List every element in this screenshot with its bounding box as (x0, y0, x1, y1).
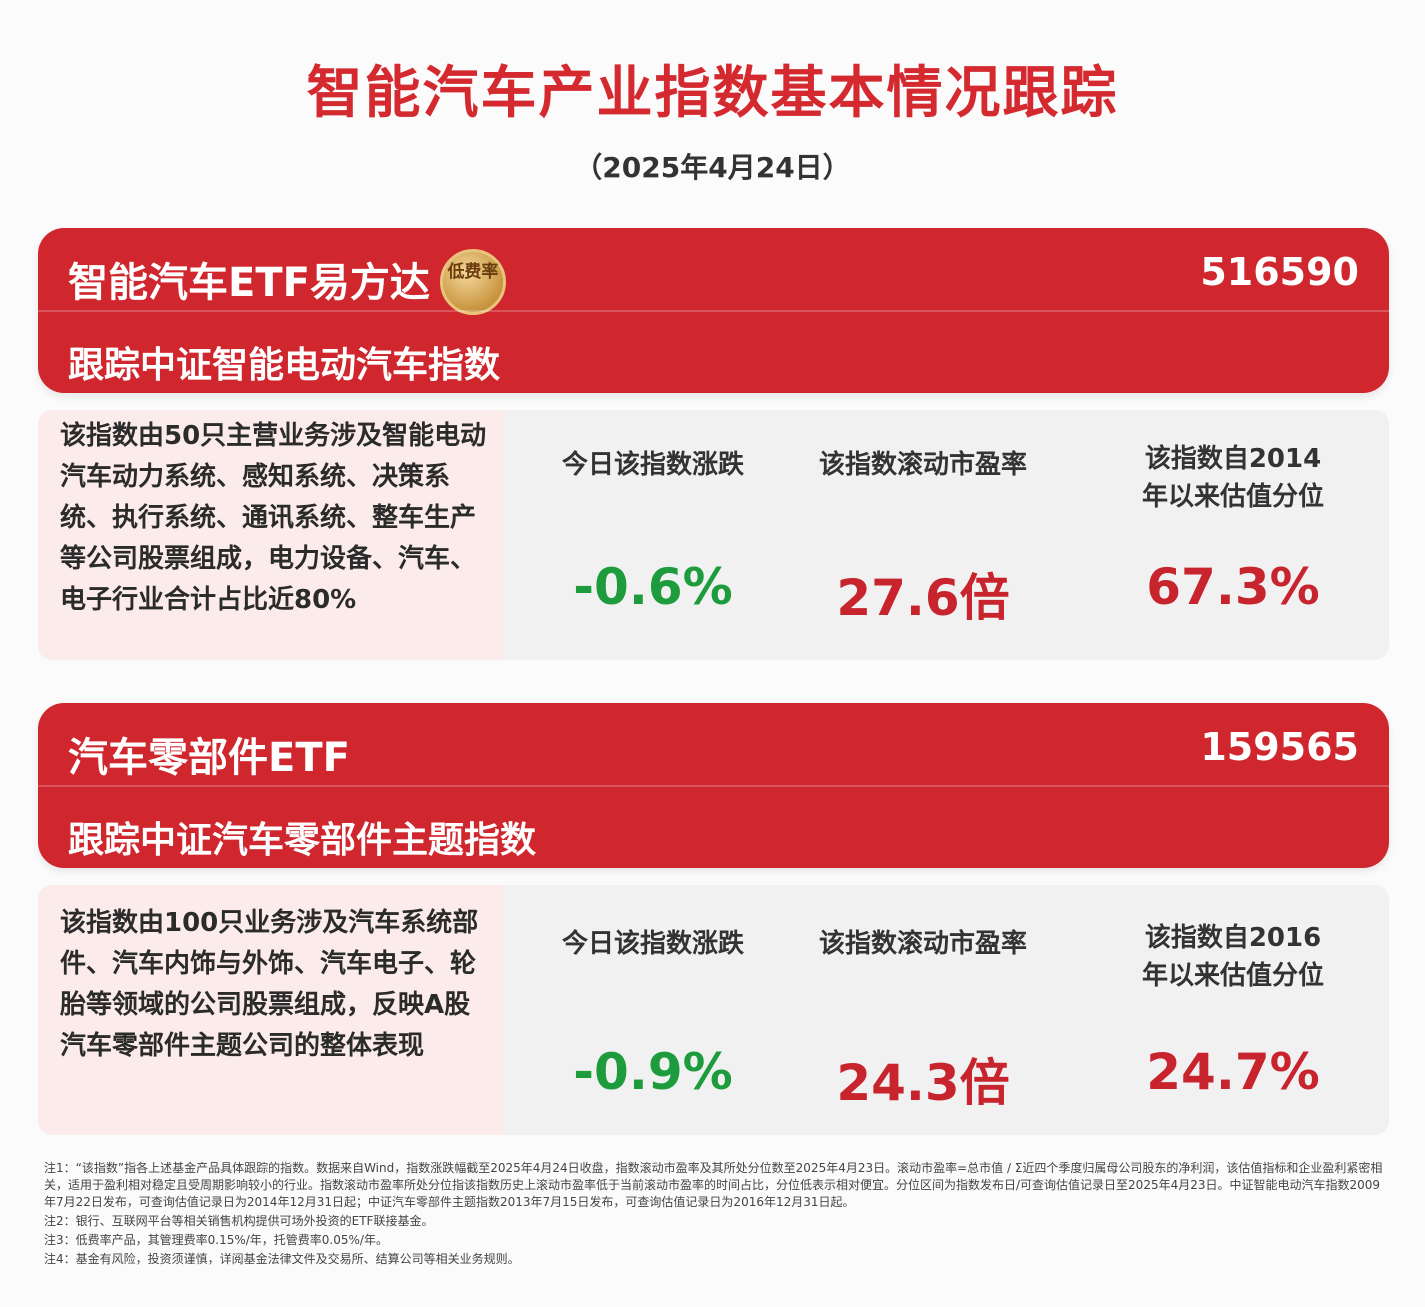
fund-code: 516590 (1200, 250, 1359, 294)
footnote-2: 注2：银行、互联网平台等相关销售机构提供可场外投资的ETF联接基金。 (44, 1214, 434, 1228)
low-fee-badge-icon: 低费率 (439, 249, 506, 315)
header-divider (38, 785, 1389, 787)
metric-label: 该指数滚动市盈率 (818, 450, 1027, 480)
fund-name: 汽车零部件ETF (68, 735, 350, 781)
report-date: （2025年4月24日） (574, 151, 851, 184)
metric-label: 该指数自2014年以来估值分位 (1141, 444, 1324, 512)
metric-label: 该指数自2016年以来估值分位 (1141, 923, 1324, 991)
footnote-4: 注4：基金有风险，投资须谨慎，详阅基金法律文件及交易所、结算公司等相关业务规则。 (44, 1252, 520, 1266)
fund-header: 汽车零部件ETF 159565 跟踪中证汽车零部件主题指数 (38, 703, 1389, 868)
footnotes: 注1：“该指数”指各上述基金产品具体跟踪的指数。数据来自Wind，指数涨跌幅截至… (44, 1160, 1384, 1270)
metric-label: 今日该指数涨跌 (561, 450, 744, 480)
fund-header: 智能汽车ETF易方达 低费率 516590 跟踪中证智能电动汽车指数 (38, 228, 1389, 393)
metric-daily-change: 今日该指数涨跌 -0.6% (508, 410, 798, 660)
metric-value: 27.6倍 (836, 569, 1010, 627)
fund-body: 该指数由100只业务涉及汽车系统部件、汽车内饰与外饰、汽车电子、轮胎等领域的公司… (38, 885, 1389, 1135)
footnote-1: 注1：“该指数”指各上述基金产品具体跟踪的指数。数据来自Wind，指数涨跌幅截至… (44, 1161, 1383, 1209)
tracking-index: 跟踪中证汽车零部件主题指数 (68, 820, 537, 861)
metric-label: 今日该指数涨跌 (561, 929, 744, 959)
header-divider (38, 310, 1389, 312)
fund-body: 该指数由50只主营业务涉及智能电动汽车动力系统、感知系统、决策系统、执行系统、通… (38, 410, 1389, 660)
metric-valuation-percentile: 该指数自2016年以来估值分位 24.7% (1088, 885, 1378, 1135)
metric-label: 该指数滚动市盈率 (818, 929, 1027, 959)
fund-name-row: 智能汽车ETF易方达 低费率 (68, 249, 506, 315)
page-title: 智能汽车产业指数基本情况跟踪 (306, 61, 1119, 126)
metric-daily-change: 今日该指数涨跌 -0.9% (508, 885, 798, 1135)
metric-pe-ratio: 该指数滚动市盈率 24.3倍 (778, 885, 1068, 1135)
metric-value: -0.9% (573, 1043, 733, 1101)
tracking-index: 跟踪中证智能电动汽车指数 (68, 345, 501, 386)
fund-code: 159565 (1200, 725, 1359, 769)
index-description: 该指数由50只主营业务涉及智能电动汽车动力系统、感知系统、决策系统、执行系统、通… (38, 410, 504, 660)
metric-valuation-percentile: 该指数自2014年以来估值分位 67.3% (1088, 410, 1378, 660)
metric-value: 24.7% (1146, 1043, 1320, 1101)
metric-value: -0.6% (573, 558, 733, 616)
metric-value: 67.3% (1146, 558, 1320, 616)
metric-pe-ratio: 该指数滚动市盈率 27.6倍 (778, 410, 1068, 660)
footnote-3: 注3：低费率产品，其管理费率0.15%/年，托管费率0.05%/年。 (44, 1233, 388, 1247)
index-description: 该指数由100只业务涉及汽车系统部件、汽车内饰与外饰、汽车电子、轮胎等领域的公司… (38, 885, 504, 1135)
fund-name: 智能汽车ETF易方达 (68, 260, 430, 306)
metric-value: 24.3倍 (836, 1054, 1010, 1112)
fund-name-row: 汽车零部件ETF (68, 725, 350, 783)
